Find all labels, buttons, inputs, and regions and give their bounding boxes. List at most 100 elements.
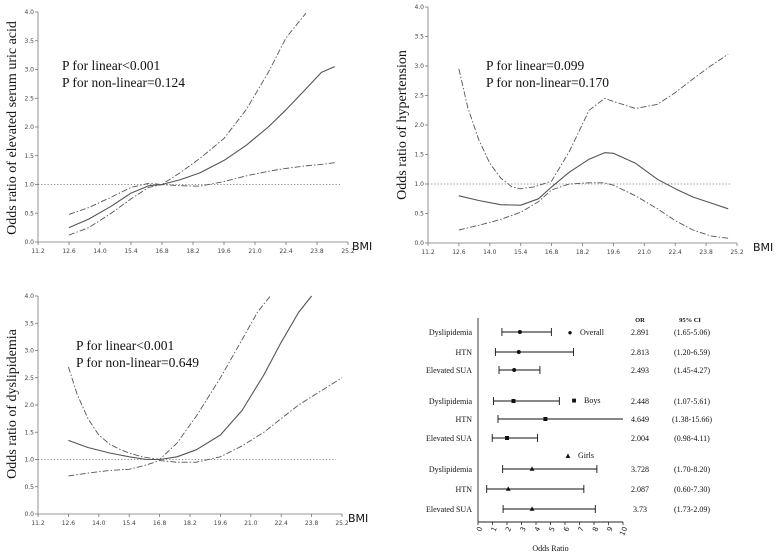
or-value: 3.73 (633, 505, 647, 514)
or-value: 2.448 (631, 397, 649, 406)
x-tick-label: 25.2 (341, 248, 355, 255)
or-point (529, 506, 535, 511)
group-label: Girls (578, 451, 594, 460)
ci-column-header: 95% CI (679, 317, 701, 324)
or-point (505, 486, 511, 491)
y-tick-label: 0.5 (24, 484, 34, 491)
y-tick-label: 3.5 (24, 38, 34, 45)
p-value-annotation: P for non-linear=0.170 (486, 75, 609, 90)
p-value-annotation: P for linear<0.001 (76, 338, 174, 353)
y-axis-label: Odds ratio of dyslipidemia (5, 328, 20, 478)
forest-x-tick-label: 5 (548, 526, 557, 533)
or-curve (458, 152, 729, 210)
or-curve (68, 295, 313, 461)
ci-value: (1.38-15.66) (672, 415, 712, 424)
x-tick-label: 16.8 (155, 248, 169, 255)
row-label: Dyslipidemia (429, 328, 473, 337)
or-point (529, 466, 535, 471)
x-tick-label: 22.4 (279, 248, 293, 255)
forest-x-tick-label: 6 (562, 525, 571, 533)
row-label: Dyslipidemia (429, 465, 473, 474)
ci-curve (68, 377, 343, 477)
or-value: 3.728 (631, 465, 649, 474)
x-tick-label: 21.0 (248, 248, 262, 255)
y-tick-label: 4.0 (24, 293, 34, 300)
x-tick-label: 19.6 (607, 249, 621, 256)
y-tick-label: 4.0 (414, 4, 424, 11)
x-tick-label: 18.2 (576, 249, 590, 256)
row-label: Elevated SUA (426, 366, 472, 375)
y-tick-label: 1.0 (24, 182, 34, 189)
ci-value: (1.45-4.27) (674, 366, 710, 375)
forest-x-tick-label: 9 (606, 526, 615, 533)
x-tick-label: 12.6 (62, 248, 76, 255)
y-tick-label: 2.5 (24, 95, 34, 102)
y-tick-label: 3.0 (24, 348, 34, 355)
ci-value: (1.65-5.06) (674, 328, 710, 337)
forest-x-tick-label: 10 (618, 526, 629, 537)
forest-x-tick-label: 4 (533, 525, 542, 533)
y-tick-label: 0.5 (414, 211, 424, 218)
y-axis-label: Odds ratio of hypertension (395, 50, 410, 200)
forest-x-tick-label: 7 (577, 526, 586, 533)
x-tick-label: 15.4 (124, 248, 138, 255)
p-value-annotation: P for linear<0.001 (62, 58, 160, 73)
x-tick-label: 23.8 (305, 520, 319, 527)
y-tick-label: 1.5 (414, 152, 424, 159)
forest-x-tick-label: 3 (519, 526, 528, 533)
or-value: 2.891 (631, 328, 649, 337)
or-column-header: OR (635, 317, 645, 324)
y-tick-label: 0.0 (24, 239, 34, 246)
ci-curve (68, 162, 335, 236)
x-tick-label: 22.4 (275, 520, 289, 527)
ci-value: (1.20-6.59) (674, 348, 710, 357)
or-value: 2.004 (631, 434, 649, 443)
x-tick-label: 12.6 (62, 520, 76, 527)
row-label: Elevated SUA (426, 505, 472, 514)
y-tick-label: 2.5 (414, 93, 424, 100)
x-tick-label: 22.4 (669, 249, 683, 256)
x-tick-label: 15.4 (514, 249, 528, 256)
y-tick-label: 2.0 (24, 402, 34, 409)
y-tick-label: 0.5 (24, 210, 34, 217)
x-tick-label: 14.0 (483, 249, 497, 256)
y-tick-label: 3.0 (414, 63, 424, 70)
x-tick-label: 14.0 (93, 248, 107, 255)
or-point (512, 368, 517, 372)
ci-curve (68, 12, 307, 215)
y-tick-label: 0.0 (24, 511, 34, 518)
x-tick-label: 19.6 (214, 520, 228, 527)
ci-curve (458, 182, 729, 239)
group-marker-glyph: ● (568, 328, 573, 337)
x-tick-label: 16.8 (153, 520, 167, 527)
x-tick-label: 21.0 (244, 520, 258, 527)
y-tick-label: 1.5 (24, 429, 34, 436)
p-value-annotation: P for linear=0.099 (486, 58, 584, 73)
group-label: Boys (584, 396, 600, 405)
x-tick-label: 18.2 (183, 520, 197, 527)
y-tick-label: 3.5 (414, 34, 424, 41)
group-marker-glyph: ▲ (564, 451, 572, 460)
y-tick-label: 3.0 (24, 67, 34, 74)
y-tick-label: 4.0 (24, 9, 34, 16)
or-point (505, 436, 510, 440)
forest-x-tick-label: 0 (475, 526, 484, 533)
x-tick-label: 21.0 (638, 249, 652, 256)
x-tick-label: 19.6 (217, 248, 231, 255)
x-tick-label: 11.2 (31, 520, 45, 527)
or-value: 2.087 (631, 485, 649, 494)
or-curve (68, 66, 335, 229)
x-axis-label: BMI (753, 241, 773, 254)
y-axis-label: Odds ratio of elevated serum uric acid (5, 21, 20, 235)
ci-curve (458, 53, 729, 190)
p-value-annotation: P for non-linear=0.649 (76, 355, 199, 370)
x-tick-label: 18.2 (186, 248, 200, 255)
x-tick-label: 25.2 (335, 520, 349, 527)
ci-value: (1.73-2.09) (674, 505, 710, 514)
or-value: 2.493 (631, 366, 649, 375)
row-label: HTN (456, 348, 473, 357)
x-tick-label: 12.6 (452, 249, 466, 256)
x-axis-label: BMI (348, 512, 368, 525)
forest-x-tick-label: 8 (591, 526, 600, 533)
